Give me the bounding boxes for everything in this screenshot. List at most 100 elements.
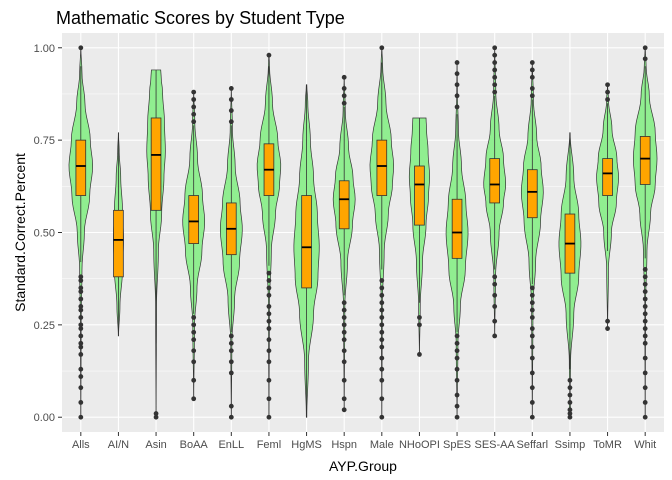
- outlier-point: [379, 315, 385, 320]
- outlier-point: [492, 67, 498, 73]
- outlier-point: [642, 45, 648, 51]
- outlier-point: [379, 329, 385, 335]
- outlier-point: [379, 366, 385, 372]
- outlier-point: [341, 359, 347, 365]
- outlier-point: [642, 303, 648, 309]
- outlier-point: [529, 93, 535, 99]
- outlier-point: [78, 344, 84, 350]
- outlier-point: [492, 89, 498, 95]
- outlier-point: [341, 74, 347, 80]
- box: [301, 195, 312, 289]
- outlier-point: [529, 292, 535, 298]
- outlier-point: [529, 315, 535, 320]
- outlier-point: [567, 385, 573, 391]
- outlier-point: [642, 326, 648, 331]
- outlier-point: [266, 318, 272, 324]
- outlier-point: [529, 385, 535, 391]
- box: [376, 139, 388, 196]
- outlier-point: [191, 396, 197, 402]
- outlier-point: [228, 119, 234, 125]
- violins-layer: [68, 45, 658, 420]
- outlier-point: [529, 333, 535, 339]
- outlier-point: [266, 359, 272, 365]
- outlier-point: [78, 374, 84, 379]
- outlier-point: [379, 285, 385, 291]
- outlier-point: [529, 370, 535, 376]
- outlier-point: [78, 285, 84, 291]
- outlier-point: [642, 311, 648, 317]
- violin-group-asin: [146, 69, 166, 420]
- outlier-point: [454, 82, 460, 88]
- violin-group-whit: [632, 45, 658, 420]
- outlier-point: [529, 86, 535, 91]
- outlier-point: [529, 414, 535, 420]
- y-tick-label: 0.00: [34, 412, 55, 424]
- outlier-point: [266, 311, 272, 317]
- outlier-point: [78, 303, 84, 309]
- outlier-point: [567, 411, 573, 416]
- box: [338, 180, 350, 230]
- x-tick-label: Alls: [72, 439, 90, 451]
- outlier-point: [266, 377, 272, 383]
- x-tick-label: EnLL: [218, 439, 244, 451]
- outlier-point: [228, 403, 234, 409]
- violin-group-hgms: [293, 84, 320, 418]
- outlier-point: [341, 300, 347, 306]
- x-tick-label: SpES: [443, 439, 471, 451]
- outlier-point: [567, 414, 573, 420]
- outlier-point: [454, 348, 460, 354]
- outlier-point: [153, 414, 159, 420]
- outlier-point: [78, 307, 84, 313]
- outlier-point: [191, 322, 197, 328]
- violin-group-nhoopi: [408, 117, 430, 357]
- box: [451, 198, 463, 259]
- outlier-point: [379, 355, 385, 361]
- y-axis: 0.00 0.25 0.50 0.75 1.00: [34, 43, 62, 424]
- outlier-point: [78, 400, 84, 405]
- violin-group-hspn: [332, 74, 356, 413]
- violin-group-enll: [219, 86, 243, 420]
- outlier-point: [379, 344, 385, 350]
- y-axis-title: Standard.Correct.Percent: [12, 153, 28, 312]
- outlier-point: [191, 104, 197, 110]
- outlier-point: [78, 278, 84, 283]
- box: [75, 139, 87, 196]
- outlier-point: [492, 74, 498, 80]
- outlier-point: [191, 359, 197, 365]
- outlier-point: [605, 97, 610, 102]
- outlier-point: [266, 52, 272, 58]
- box: [602, 158, 613, 196]
- outlier-point: [642, 414, 648, 420]
- outlier-point: [191, 315, 197, 320]
- violin-group-ses-aa: [483, 45, 507, 339]
- outlier-point: [341, 322, 347, 328]
- outlier-point: [379, 396, 385, 402]
- outlier-point: [379, 307, 385, 313]
- outlier-point: [191, 329, 197, 335]
- outlier-point: [454, 392, 460, 398]
- x-tick-label: Male: [370, 439, 394, 451]
- box: [150, 117, 162, 211]
- outlier-point: [341, 100, 347, 106]
- y-tick-label: 0.50: [34, 228, 55, 240]
- outlier-point: [341, 407, 347, 413]
- outlier-point: [228, 333, 234, 339]
- outlier-point: [78, 352, 84, 357]
- x-axis: Alls AI/N Asin BoAA EnLL Feml HgMS Hspn Male NHoO…: [72, 432, 656, 451]
- outlier-point: [492, 274, 498, 280]
- outlier-point: [492, 303, 498, 309]
- outlier-point: [266, 396, 272, 402]
- outlier-point: [78, 326, 84, 331]
- outlier-point: [492, 60, 498, 65]
- outlier-point: [191, 111, 197, 117]
- outlier-point: [266, 292, 272, 298]
- outlier-point: [454, 104, 460, 110]
- violin-group-boaa: [182, 89, 206, 402]
- outlier-point: [78, 385, 84, 391]
- outlier-point: [417, 322, 422, 328]
- outlier-point: [228, 348, 234, 354]
- outlier-point: [341, 86, 347, 91]
- outlier-point: [642, 340, 648, 346]
- outlier-point: [454, 340, 460, 346]
- violin-group-feml: [256, 52, 282, 420]
